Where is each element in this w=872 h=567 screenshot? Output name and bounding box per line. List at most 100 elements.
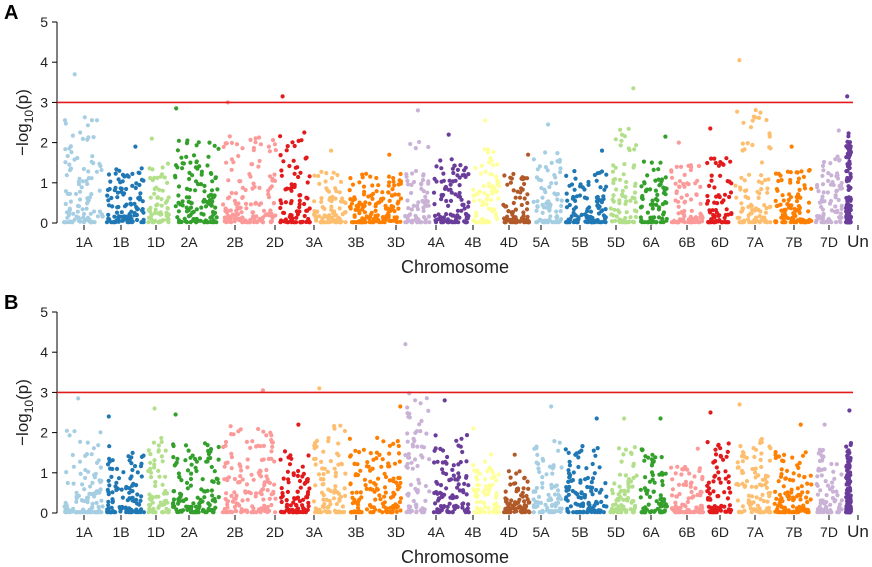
point-6D [723, 220, 728, 225]
point-1B [138, 498, 143, 503]
point-7A [758, 457, 763, 462]
point-7D [833, 157, 838, 162]
point-3B [374, 175, 379, 181]
point-2B [251, 181, 256, 186]
point-7A [748, 506, 753, 511]
point-4D [519, 510, 524, 515]
point-4A [446, 203, 451, 208]
point-7B [791, 498, 796, 503]
point-2A [210, 493, 215, 498]
point-3A [337, 509, 342, 514]
point-1A [63, 201, 68, 207]
point-1D [166, 217, 171, 222]
point-1B [120, 218, 125, 223]
point-7B [795, 180, 801, 185]
point-7A [752, 454, 757, 460]
point-7A [750, 142, 755, 148]
point-1A [97, 478, 102, 483]
point-2D [280, 94, 285, 99]
point-1B [134, 507, 139, 512]
point-7D [832, 499, 837, 504]
point-2B [270, 178, 275, 183]
point-Un [848, 472, 853, 478]
point-2A [186, 208, 191, 213]
point-2B [245, 497, 250, 502]
point-5A [534, 485, 540, 491]
point-3B [397, 484, 402, 490]
point-4B [482, 118, 488, 123]
point-5B [604, 172, 609, 177]
point-4B [475, 468, 480, 473]
point-3B [386, 207, 391, 212]
point-6D [723, 476, 728, 481]
point-6D [713, 447, 718, 452]
point-1D [166, 195, 171, 200]
point-3A [313, 483, 318, 488]
point-7A [755, 189, 760, 194]
point-3A [324, 171, 329, 176]
point-6B [676, 140, 681, 145]
point-4B [475, 493, 480, 498]
point-1A [81, 211, 87, 217]
point-3D [421, 205, 426, 210]
point-1A [78, 130, 83, 135]
point-Un [846, 481, 851, 486]
point-4A [447, 178, 452, 183]
point-4A [441, 470, 446, 475]
point-3B [362, 189, 367, 194]
point-1A [89, 452, 94, 457]
point-2D [306, 500, 311, 505]
point-Un [844, 476, 849, 481]
point-2D [289, 220, 294, 225]
point-4A [435, 510, 440, 515]
point-4B [483, 484, 488, 489]
point-7A [753, 466, 758, 471]
point-3A [325, 469, 330, 474]
point-2A [207, 140, 212, 145]
point-7A [740, 450, 746, 455]
point-2B [228, 509, 233, 514]
point-5D [626, 126, 631, 131]
point-3D [413, 430, 418, 435]
point-7B [773, 455, 778, 461]
point-2A [216, 480, 221, 485]
plot-b-x-tick-label: 4B [464, 524, 481, 540]
point-2D [300, 464, 305, 469]
point-2B [236, 201, 241, 206]
point-2A [194, 160, 199, 165]
point-2A [193, 188, 198, 193]
point-7B [790, 217, 795, 222]
point-2D [285, 469, 290, 474]
point-2A [213, 205, 218, 210]
point-1D [156, 468, 161, 473]
point-1B [140, 199, 145, 204]
point-Un [845, 220, 850, 225]
point-7D [823, 479, 828, 484]
point-1B [120, 179, 125, 184]
point-3B [392, 461, 398, 466]
plot-a-x-tick-label: 1D [147, 234, 165, 250]
point-3B [362, 477, 367, 482]
point-4D [504, 204, 509, 209]
point-5D [613, 137, 618, 142]
point-4D [526, 500, 531, 505]
point-3B [381, 504, 386, 509]
point-1D [153, 483, 158, 489]
point-5B [603, 207, 608, 212]
point-2D [307, 486, 312, 491]
point-4A [462, 168, 467, 173]
point-6D [705, 160, 710, 166]
point-6B [694, 509, 699, 514]
point-2B [251, 509, 256, 514]
point-1B [119, 189, 124, 194]
point-2B [272, 142, 277, 147]
point-4A [454, 215, 459, 220]
point-3B [364, 171, 369, 176]
point-7B [805, 507, 810, 513]
point-1B [114, 210, 120, 215]
point-5B [595, 218, 600, 223]
point-4A [463, 220, 468, 225]
point-1A [99, 167, 104, 173]
point-7B [796, 204, 802, 209]
point-2B [237, 179, 242, 184]
